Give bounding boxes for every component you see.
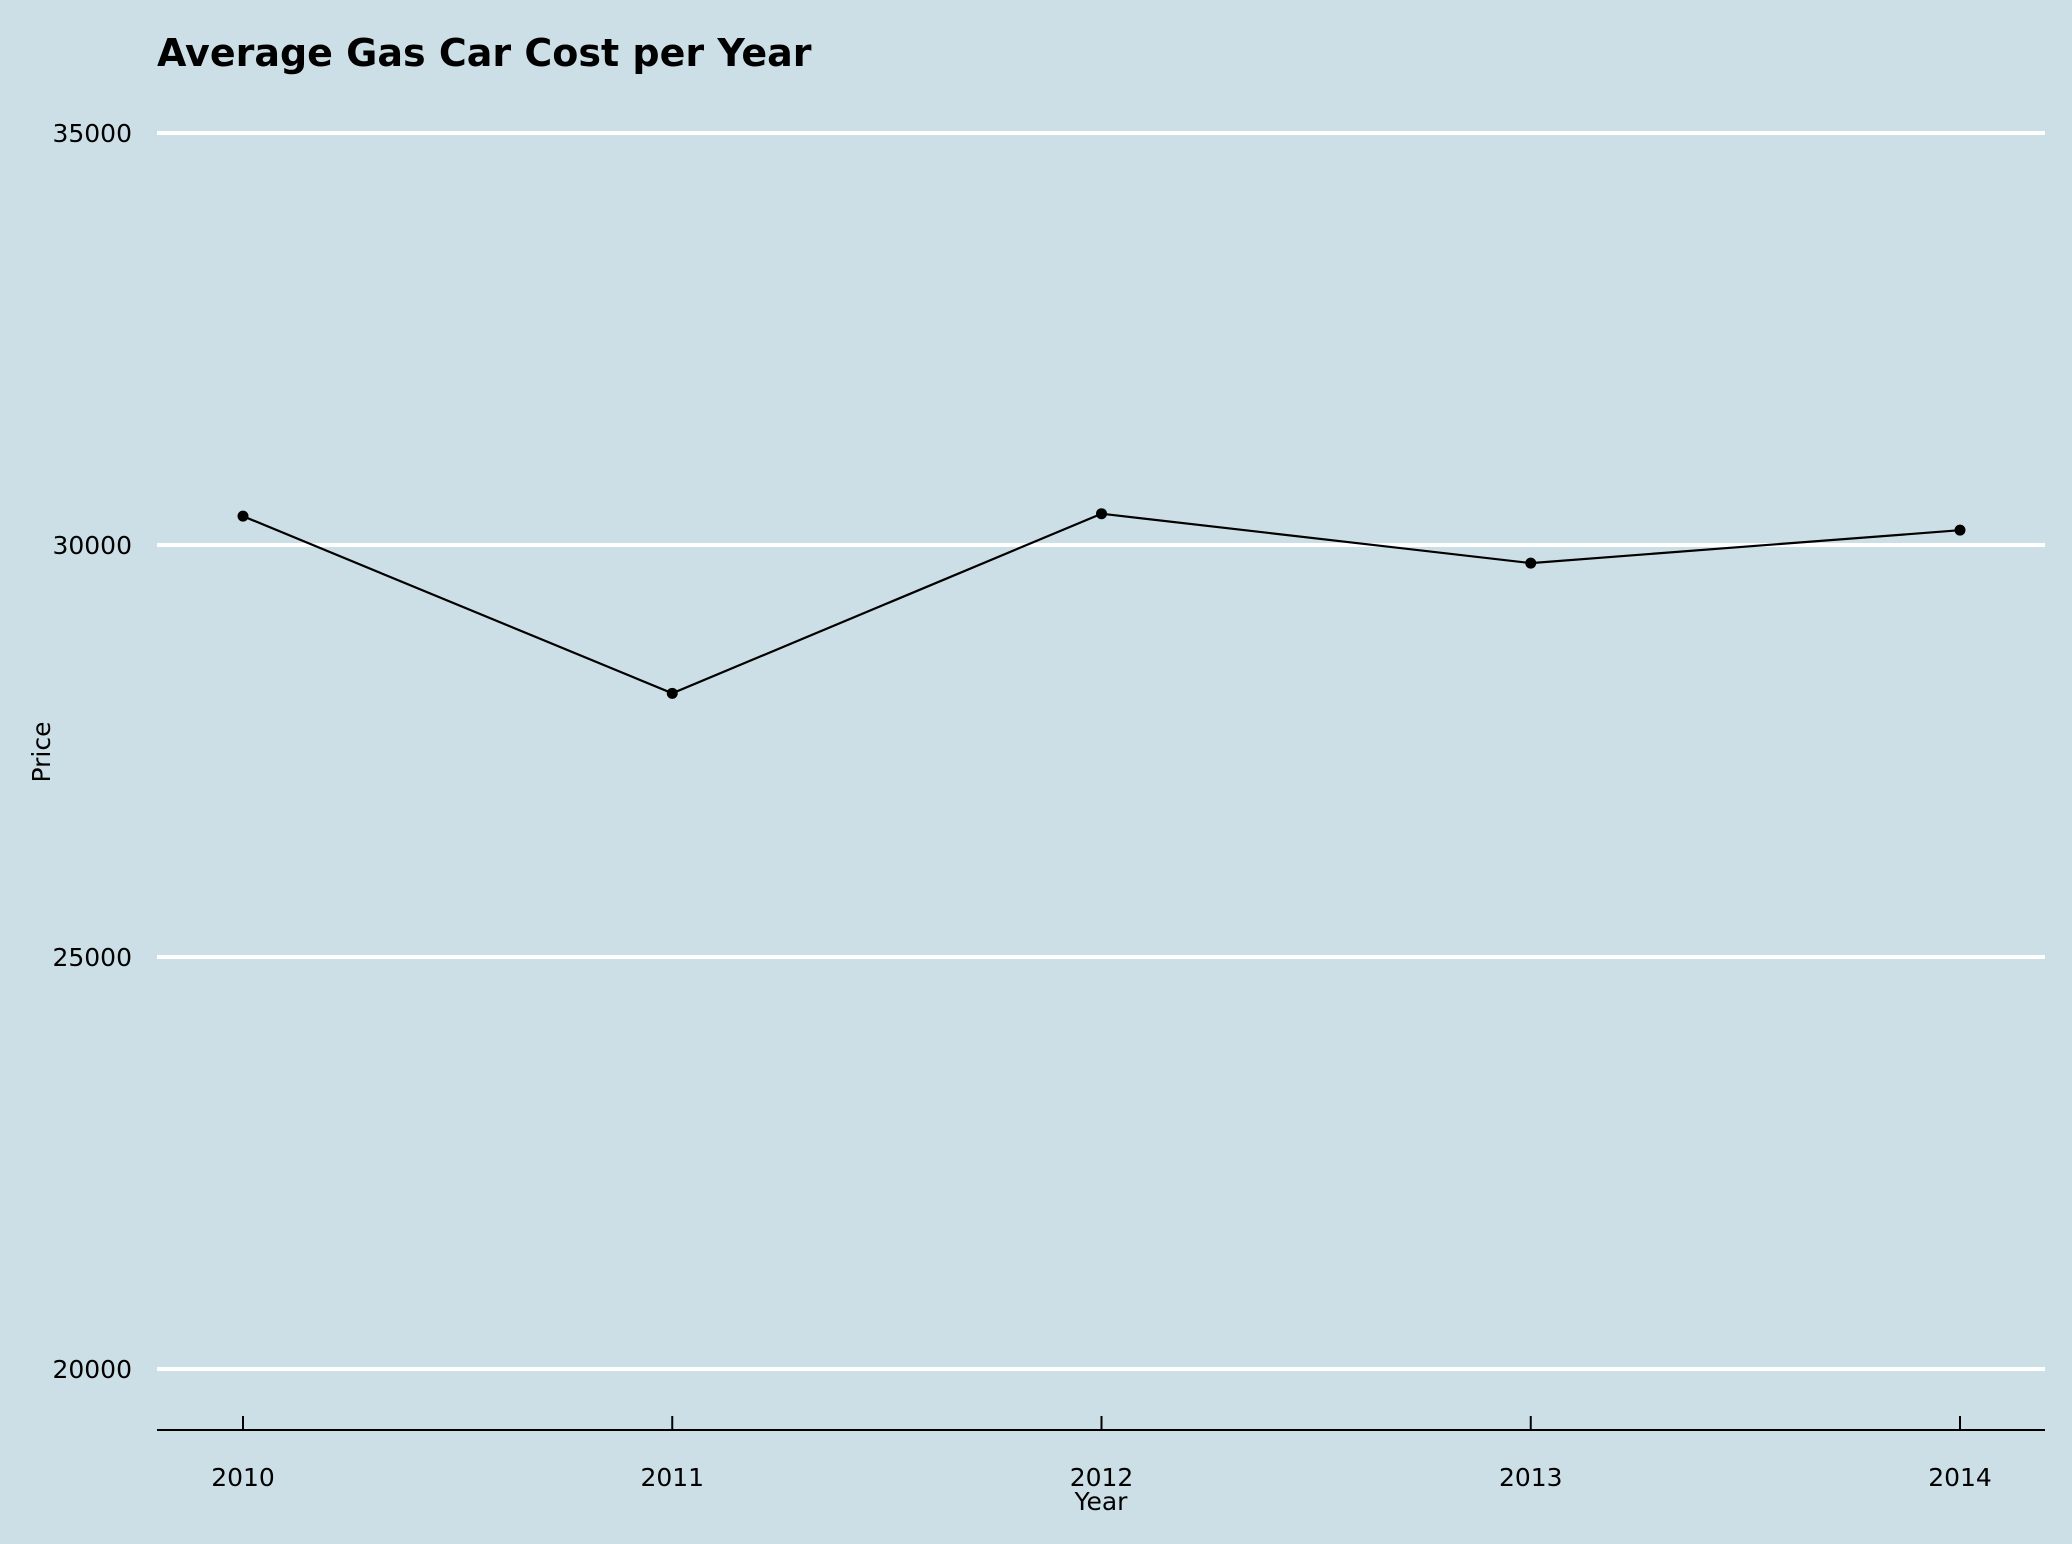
y-tick-label: 25000 xyxy=(52,943,132,972)
x-tick-label: 2010 xyxy=(211,1463,275,1492)
x-tick-label: 2011 xyxy=(640,1463,704,1492)
y-axis-tick-labels: 20000 25000 30000 35000 xyxy=(52,119,132,1384)
x-tick-label: 2013 xyxy=(1499,1463,1563,1492)
data-point-2010 xyxy=(237,510,249,522)
x-tick-label: 2014 xyxy=(1928,1463,1992,1492)
y-axis-label: Price xyxy=(27,722,56,783)
chart-title: Average Gas Car Cost per Year xyxy=(157,31,812,75)
y-tick-label: 30000 xyxy=(52,531,132,560)
data-point-2014 xyxy=(1954,524,1966,536)
data-points xyxy=(237,508,1966,699)
gridlines xyxy=(157,131,2045,1371)
x-axis-ticks: 2010 2011 2012 2013 2014 xyxy=(211,1416,1992,1492)
x-tick-label: 2012 xyxy=(1070,1463,1134,1492)
y-tick-label: 20000 xyxy=(52,1355,132,1384)
data-point-2013 xyxy=(1525,557,1537,569)
data-point-2011 xyxy=(666,687,678,699)
y-tick-label: 35000 xyxy=(52,119,132,148)
x-axis-label: Year xyxy=(1074,1487,1129,1516)
data-point-2012 xyxy=(1096,508,1107,520)
